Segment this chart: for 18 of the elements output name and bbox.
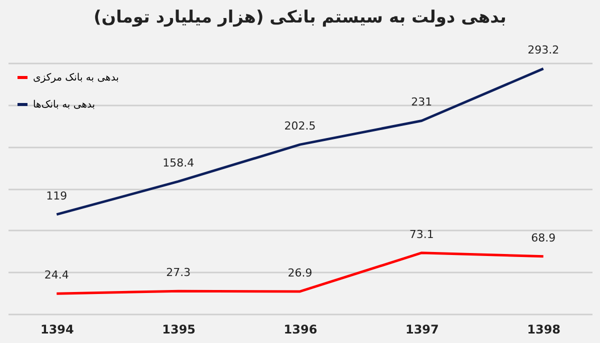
x-tick-label: 1398: [527, 322, 561, 336]
data-label: 26.9: [288, 266, 312, 280]
data-label: 24.4: [44, 268, 69, 282]
data-label: 27.3: [166, 266, 191, 280]
data-label: 293.2: [528, 44, 560, 57]
data-label: 231: [411, 96, 432, 109]
x-tick-label: 1397: [405, 322, 439, 336]
legend-label: بدهی به بانک‌ها: [33, 100, 96, 110]
data-label: 73.1: [409, 228, 434, 241]
data-label: 202.5: [284, 120, 316, 133]
x-tick-label: 1395: [162, 322, 196, 336]
legend-label: بدهی به بانک مرکزی: [33, 72, 119, 84]
data-label: 158.4: [162, 156, 194, 170]
x-tick-label: 1396: [284, 322, 318, 336]
x-tick-label: 1394: [40, 322, 74, 336]
data-label: 68.9: [531, 231, 556, 244]
chart-title: بدهی دولت به سیستم بانکی (هزار میلیارد تومان): [94, 8, 506, 28]
data-label: 119: [46, 189, 68, 202]
